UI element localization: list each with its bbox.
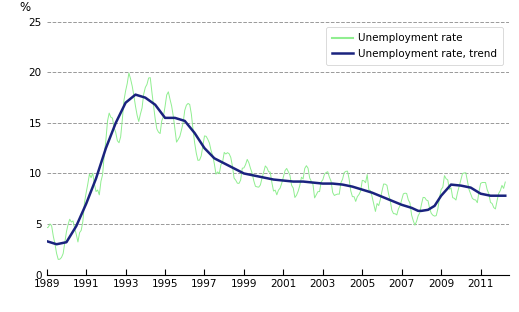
Text: %: % [19,1,30,14]
Legend: Unemployment rate, Unemployment rate, trend: Unemployment rate, Unemployment rate, tr… [326,27,503,65]
